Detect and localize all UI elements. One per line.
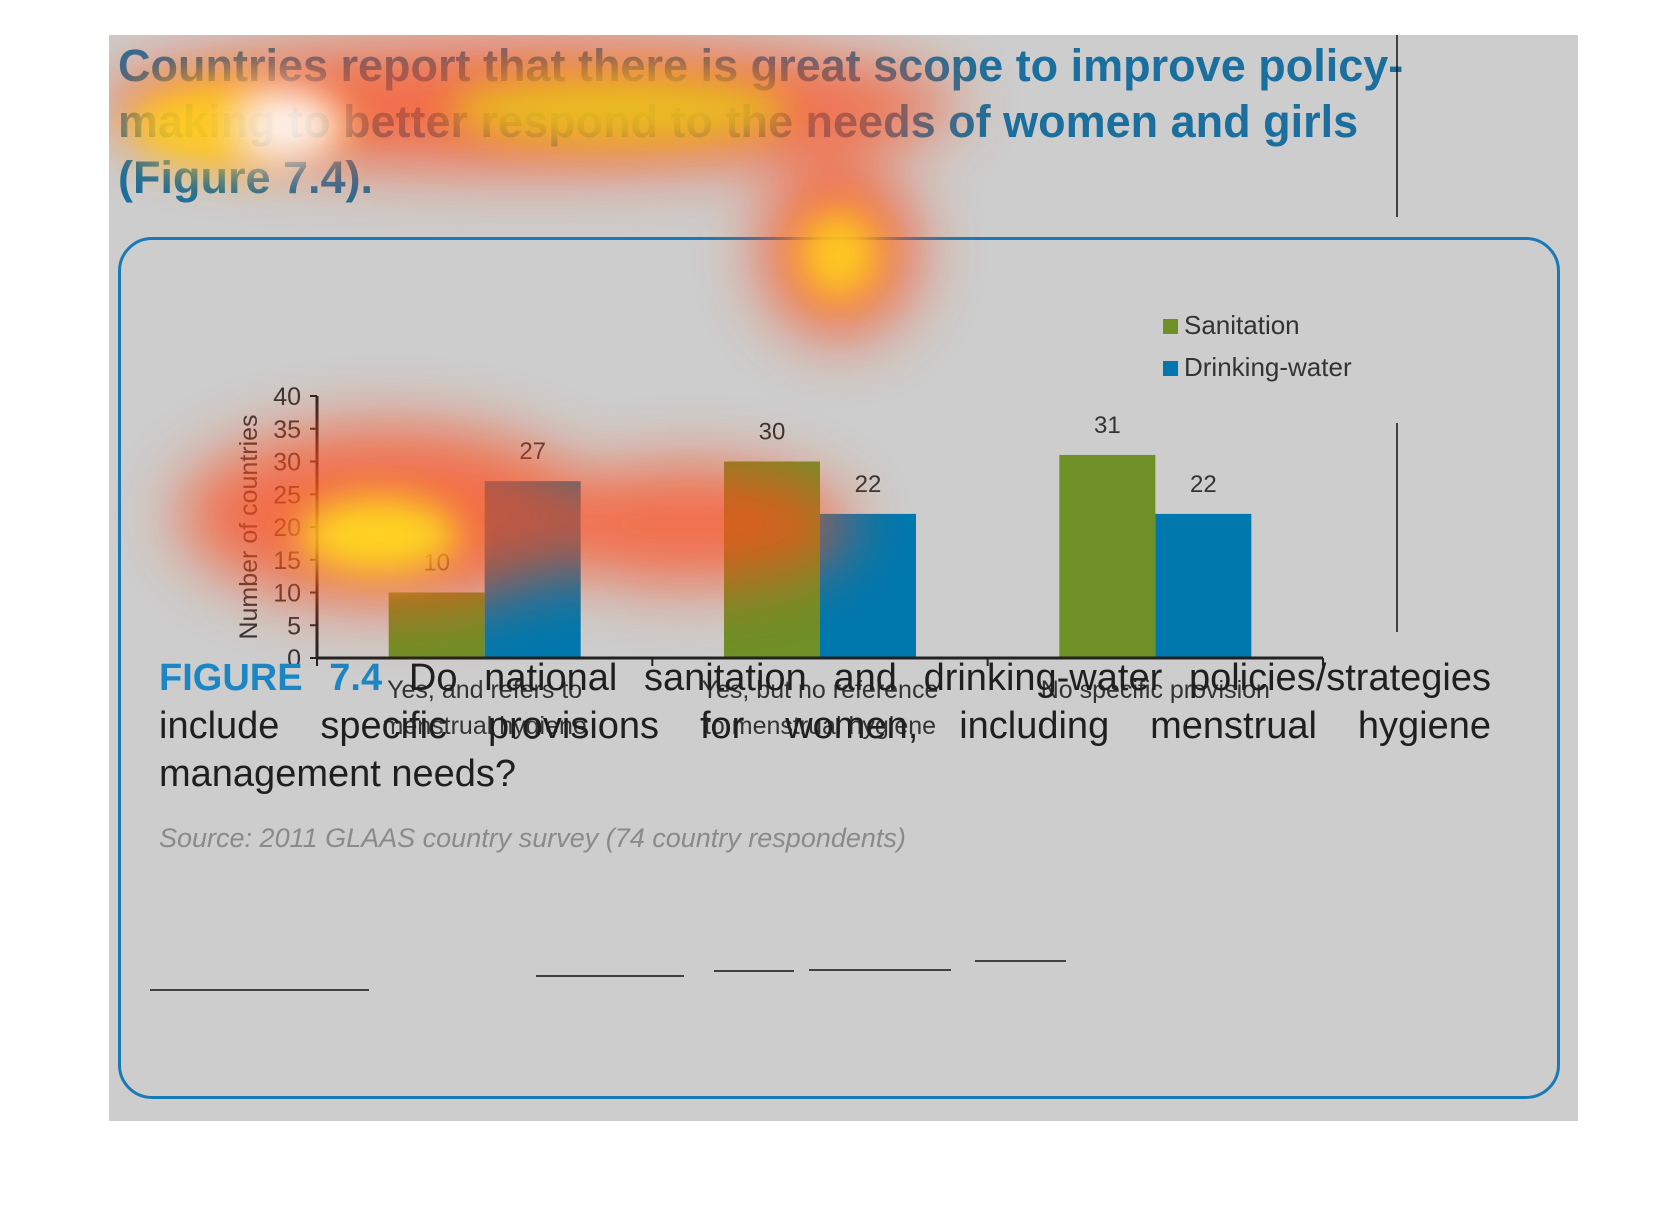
- category-label: menstrual hygiene: [383, 712, 587, 740]
- data-label: 30: [759, 419, 786, 446]
- bar-chart: 10 27 Yes, and refers to menstrual hygiene 3…: [235, 310, 1352, 740]
- legend-label: Drinking-water: [1184, 352, 1352, 382]
- bar-drinking-water-0: [484, 481, 581, 658]
- y-tick-label: 20: [273, 514, 301, 542]
- bar-sanitation-1: [724, 461, 820, 658]
- y-tick-label: 5: [287, 612, 301, 640]
- category-label: Yes, but no reference: [702, 676, 939, 704]
- page-panel: Countries report that there is great sco…: [109, 35, 1578, 1121]
- y-tick-label: 35: [273, 416, 301, 444]
- legend-swatch: [1163, 361, 1178, 376]
- y-tick-label: 30: [273, 449, 301, 477]
- y-tick-label: 0: [287, 645, 301, 673]
- bar-drinking-water-1: [820, 513, 916, 658]
- figure-source: Source: 2011 GLAAS country survey (74 co…: [159, 823, 906, 853]
- category-label: Yes, and refers to: [387, 676, 582, 704]
- data-label: 31: [1094, 412, 1121, 439]
- category-label: No specific provision: [1041, 676, 1270, 704]
- y-axis-label: Number of countries: [235, 414, 263, 639]
- y-tick-label: 10: [273, 580, 301, 608]
- category-label: to menstrual hygiene: [704, 712, 936, 740]
- y-tick-label: 40: [273, 383, 301, 411]
- y-tick-label: 25: [273, 481, 301, 509]
- data-label: 22: [855, 471, 882, 498]
- bar-sanitation-0: [388, 592, 485, 658]
- data-label: 22: [1190, 471, 1217, 498]
- data-label: 10: [423, 550, 450, 577]
- data-label: 27: [519, 438, 546, 465]
- legend-swatch: [1163, 319, 1178, 334]
- figure-label: FIGURE 7.4: [159, 657, 383, 699]
- figure-question: Do national sanitation and drinking-wate…: [159, 657, 1491, 795]
- bar-drinking-water-2: [1155, 513, 1252, 658]
- y-tick-label: 15: [273, 547, 301, 575]
- legend-label: Sanitation: [1184, 310, 1300, 340]
- bar-sanitation-2: [1059, 454, 1156, 658]
- figure-caption: FIGURE 7.4 Do national sanitation and dr…: [159, 654, 1491, 798]
